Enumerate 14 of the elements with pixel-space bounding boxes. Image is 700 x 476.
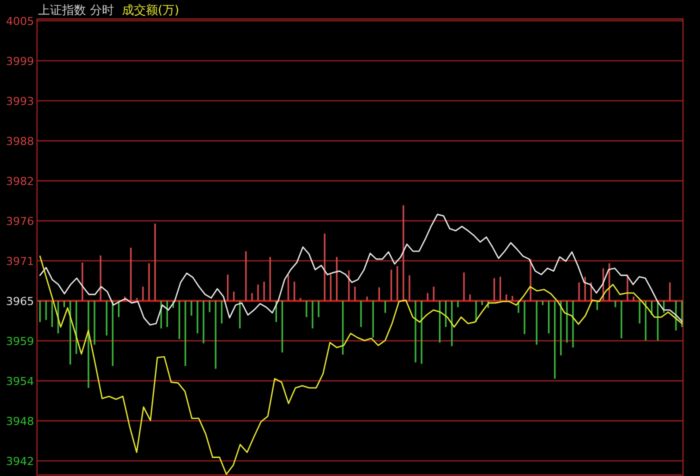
y-tick-label: 3971: [6, 254, 34, 268]
y-tick-label: 3948: [6, 414, 34, 428]
y-tick-label: 3993: [6, 94, 34, 108]
y-tick-label: 3999: [6, 54, 34, 68]
y-tick-label: 4005: [6, 14, 34, 28]
y-tick-label: 3982: [6, 174, 34, 188]
text: 成交额(万): [122, 3, 180, 17]
y-tick-label: 3976: [6, 214, 34, 228]
y-tick-label: 3954: [6, 374, 34, 388]
y-tick-label: 3988: [6, 134, 34, 148]
chart-title: 上证指数 分时: [38, 3, 114, 17]
y-tick-label: 3942: [6, 454, 34, 468]
y-tick-label: 3965: [6, 294, 34, 308]
y-tick-label: 3959: [6, 334, 34, 348]
